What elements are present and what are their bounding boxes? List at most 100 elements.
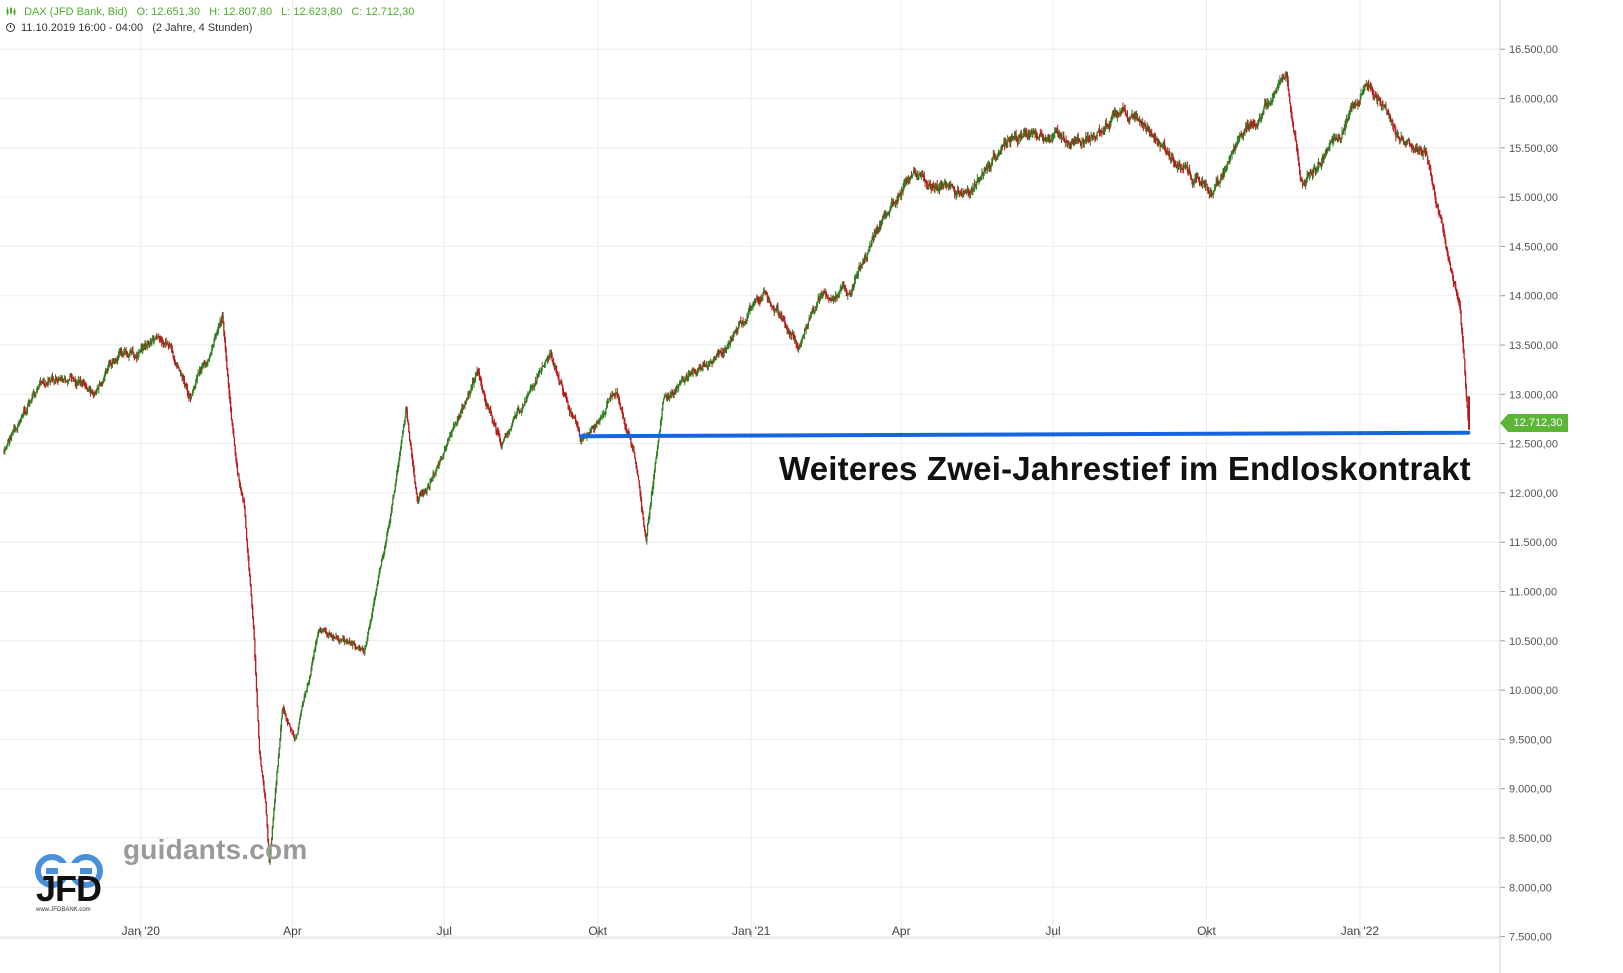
candle-body xyxy=(1271,98,1273,102)
candle-body xyxy=(210,354,212,356)
candle-body xyxy=(1213,190,1215,193)
candle-body xyxy=(830,298,832,301)
candle-body xyxy=(1418,149,1420,151)
candle-body xyxy=(96,388,98,390)
candle-body xyxy=(428,486,430,488)
candle-body xyxy=(468,393,471,396)
candle-body xyxy=(538,372,540,375)
candle-body xyxy=(905,180,907,182)
candle-body xyxy=(1276,87,1278,92)
candle-body xyxy=(1255,125,1257,127)
candle-body xyxy=(471,386,473,389)
candle-body xyxy=(1245,125,1248,128)
candle-body xyxy=(565,395,567,397)
candle-body xyxy=(1012,136,1014,139)
candle-body xyxy=(1455,284,1457,291)
candle-body xyxy=(798,345,800,348)
candle-body xyxy=(1411,145,1414,148)
candle-body xyxy=(1108,125,1110,128)
candle-body xyxy=(271,826,273,839)
candle-body xyxy=(393,495,395,499)
candle-body xyxy=(1352,104,1355,106)
candle-body xyxy=(358,646,361,650)
candle-body xyxy=(1182,168,1184,170)
candle-body xyxy=(525,397,527,403)
candle-body xyxy=(385,540,387,545)
candle-body xyxy=(888,210,891,216)
candle-body xyxy=(44,384,46,386)
candle-body xyxy=(408,423,410,432)
candle-body xyxy=(1257,120,1259,127)
candle-body xyxy=(911,175,913,179)
candle-body xyxy=(920,175,922,177)
candle-body xyxy=(1289,103,1292,109)
candle-body xyxy=(519,411,521,413)
candle-body xyxy=(1256,126,1258,128)
candle-body xyxy=(1007,137,1010,140)
candle-body xyxy=(1121,107,1123,111)
candle-body xyxy=(1380,102,1382,107)
candle-body xyxy=(356,646,358,648)
support-line[interactable] xyxy=(579,430,1471,439)
candle-body xyxy=(76,382,78,385)
candle-body xyxy=(170,344,173,350)
candle-body xyxy=(257,706,259,722)
candle-body xyxy=(1075,139,1077,143)
candle-body xyxy=(810,315,812,319)
candle-body xyxy=(1148,131,1151,134)
candle-body xyxy=(592,426,594,428)
candle-body xyxy=(70,376,72,378)
candle-body xyxy=(1292,124,1295,132)
candle-body xyxy=(578,427,580,432)
candle-body xyxy=(390,514,392,521)
candle-body xyxy=(455,423,457,425)
candle-body xyxy=(254,639,256,658)
candle-body xyxy=(1248,126,1251,129)
candle-body xyxy=(1135,115,1138,117)
candle-body xyxy=(1105,123,1107,125)
candle-body xyxy=(353,642,355,645)
candle-body xyxy=(378,572,380,575)
candle-body xyxy=(1224,167,1226,171)
candle-body xyxy=(1245,125,1247,129)
candle-body xyxy=(1090,136,1092,138)
candle-body xyxy=(685,375,687,379)
candle-body xyxy=(440,458,442,460)
candle-body xyxy=(1157,139,1159,144)
candle-body xyxy=(1137,118,1139,121)
candle-body xyxy=(653,470,656,478)
candle-body xyxy=(574,417,576,419)
candle-body xyxy=(739,320,741,324)
candle-body xyxy=(637,472,639,477)
candle-body xyxy=(1023,132,1025,135)
candle-body xyxy=(578,431,580,435)
candle-body xyxy=(139,349,142,353)
candle-body xyxy=(237,472,239,475)
candle-body xyxy=(765,293,767,295)
candle-body xyxy=(1313,169,1315,174)
candle-body xyxy=(426,489,428,492)
candle-body xyxy=(1377,98,1380,101)
candle-body xyxy=(414,476,416,484)
candle-body xyxy=(974,184,976,187)
candle-body xyxy=(853,283,855,289)
candle-body xyxy=(446,441,449,446)
candle-body xyxy=(108,362,110,366)
candle-body xyxy=(94,392,96,394)
candle-body xyxy=(759,301,761,303)
candle-body xyxy=(402,426,405,432)
y-tick-label: 7.500,00 xyxy=(1509,932,1552,944)
candle-body xyxy=(354,644,356,647)
candle-body xyxy=(1092,134,1094,138)
candle-body xyxy=(540,371,542,373)
candle-body xyxy=(274,802,276,810)
candle-body xyxy=(651,490,653,495)
candle-body xyxy=(452,429,454,431)
candle-body xyxy=(650,503,652,510)
candle-body xyxy=(758,300,760,302)
candle-body xyxy=(1443,231,1445,238)
candle-body xyxy=(112,361,114,363)
candle-body xyxy=(46,382,48,384)
candle-body xyxy=(406,411,408,420)
